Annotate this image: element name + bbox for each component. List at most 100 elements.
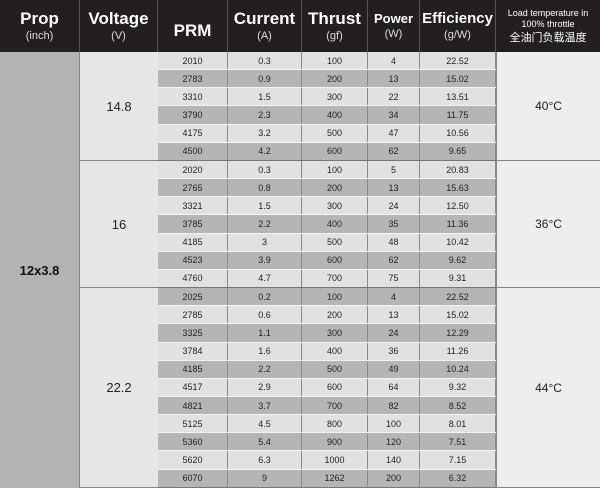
table-row: 5360 5.4 900 120 7.51 — [158, 433, 496, 452]
power-cell: 4 — [368, 52, 420, 70]
thrust-cell: 700 — [302, 396, 368, 415]
header-prop-unit: (inch) — [25, 30, 54, 43]
voltage-cell: 16 — [80, 161, 158, 289]
power-cell: 48 — [368, 233, 420, 251]
efficiency-cell: 13.51 — [420, 88, 496, 106]
header-voltage: Voltage (V) — [80, 0, 158, 52]
prm-cell: 3790 — [158, 106, 228, 124]
efficiency-cell: 6.32 — [420, 469, 496, 487]
efficiency-cell: 11.26 — [420, 342, 496, 360]
power-cell: 22 — [368, 88, 420, 106]
header-current-unit: (A) — [257, 30, 272, 43]
current-cell: 2.2 — [228, 360, 302, 378]
prm-cell: 2020 — [158, 160, 228, 179]
current-cell: 0.9 — [228, 70, 302, 88]
table-row: 4185 3 500 48 10.42 — [158, 233, 496, 252]
prm-cell: 4500 — [158, 142, 228, 160]
efficiency-cell: 8.52 — [420, 396, 496, 415]
thrust-cell: 500 — [302, 233, 368, 251]
current-cell: 3.7 — [228, 396, 302, 415]
thrust-cell: 200 — [302, 179, 368, 197]
prm-cell: 3310 — [158, 88, 228, 106]
data-rows: 2010 0.3 100 4 22.52 2783 0.9 200 13 15.02 3310 1.5… — [158, 52, 496, 488]
current-cell: 0.8 — [228, 179, 302, 197]
table-row: 4821 3.7 700 82 8.52 — [158, 396, 496, 416]
thrust-cell: 1262 — [302, 469, 368, 487]
header-temp: Load temperature in 100% throttle 全油门负载温度 — [496, 0, 600, 52]
header-temp-subtitle: 全油门负载温度 — [509, 31, 587, 44]
thrust-cell: 400 — [302, 215, 368, 233]
thrust-cell: 200 — [302, 306, 368, 324]
header-power: Power (W) — [368, 0, 420, 52]
header-voltage-unit: (V) — [111, 30, 126, 43]
header-thrust: Thrust (gf) — [302, 0, 368, 52]
efficiency-cell: 22.52 — [420, 52, 496, 70]
power-cell: 35 — [368, 215, 420, 233]
power-cell: 24 — [368, 197, 420, 215]
power-cell: 75 — [368, 269, 420, 288]
thrust-cell: 300 — [302, 324, 368, 342]
thrust-cell: 600 — [302, 378, 368, 396]
current-cell: 2.2 — [228, 215, 302, 233]
prm-cell: 3321 — [158, 197, 228, 215]
table-row: 3325 1.1 300 24 12.29 — [158, 324, 496, 343]
table-row: 3784 1.6 400 36 11.26 — [158, 342, 496, 361]
efficiency-cell: 20.83 — [420, 160, 496, 179]
current-cell: 0.3 — [228, 52, 302, 70]
thrust-cell: 300 — [302, 197, 368, 215]
efficiency-cell: 12.29 — [420, 324, 496, 342]
efficiency-cell: 8.01 — [420, 415, 496, 433]
thrust-cell: 300 — [302, 88, 368, 106]
thrust-cell: 500 — [302, 124, 368, 142]
power-cell: 62 — [368, 142, 420, 160]
power-cell: 4 — [368, 288, 420, 306]
efficiency-cell: 10.24 — [420, 360, 496, 378]
prm-cell: 3784 — [158, 342, 228, 360]
power-cell: 120 — [368, 433, 420, 451]
efficiency-cell: 10.56 — [420, 124, 496, 142]
table-row: 4500 4.2 600 62 9.65 — [158, 142, 496, 161]
efficiency-cell: 15.63 — [420, 179, 496, 197]
voltage-cell: 22.2 — [80, 288, 158, 488]
thrust-cell: 200 — [302, 70, 368, 88]
prm-cell: 6070 — [158, 469, 228, 487]
table-row: 3785 2.2 400 35 11.36 — [158, 215, 496, 234]
current-cell: 0.3 — [228, 160, 302, 179]
efficiency-cell: 15.02 — [420, 306, 496, 324]
table-row: 3310 1.5 300 22 13.51 — [158, 88, 496, 107]
thrust-cell: 100 — [302, 288, 368, 306]
efficiency-cell: 9.62 — [420, 251, 496, 269]
prm-cell: 2010 — [158, 52, 228, 70]
thrust-cell: 500 — [302, 360, 368, 378]
current-cell: 1.1 — [228, 324, 302, 342]
power-cell: 24 — [368, 324, 420, 342]
prm-cell: 4523 — [158, 251, 228, 269]
power-cell: 34 — [368, 106, 420, 124]
header-power-title: Power — [373, 10, 413, 26]
table-row: 3790 2.3 400 34 11.75 — [158, 106, 496, 125]
prm-cell: 5125 — [158, 415, 228, 433]
temperature-cell: 40°C — [496, 52, 600, 161]
thrust-cell: 400 — [302, 342, 368, 360]
thrust-cell: 800 — [302, 415, 368, 433]
efficiency-cell: 12.50 — [420, 197, 496, 215]
table-row: 2010 0.3 100 4 22.52 — [158, 52, 496, 71]
table-row: 3321 1.5 300 24 12.50 — [158, 197, 496, 216]
current-cell: 2.9 — [228, 378, 302, 396]
efficiency-cell: 7.51 — [420, 433, 496, 451]
current-cell: 5.4 — [228, 433, 302, 451]
header-thrust-unit: (gf) — [326, 30, 343, 43]
header-prop: Prop (inch) — [0, 0, 80, 52]
prm-cell: 4185 — [158, 233, 228, 251]
current-cell: 1.6 — [228, 342, 302, 360]
power-cell: 13 — [368, 306, 420, 324]
table-row: 2020 0.3 100 5 20.83 — [158, 160, 496, 180]
power-cell: 140 — [368, 451, 420, 469]
voltage-cell: 14.8 — [80, 52, 158, 161]
current-cell: 1.5 — [228, 88, 302, 106]
current-cell: 1.5 — [228, 197, 302, 215]
power-cell: 49 — [368, 360, 420, 378]
table-row: 4760 4.7 700 75 9.31 — [158, 269, 496, 289]
power-cell: 64 — [368, 378, 420, 396]
thrust-cell: 700 — [302, 269, 368, 288]
